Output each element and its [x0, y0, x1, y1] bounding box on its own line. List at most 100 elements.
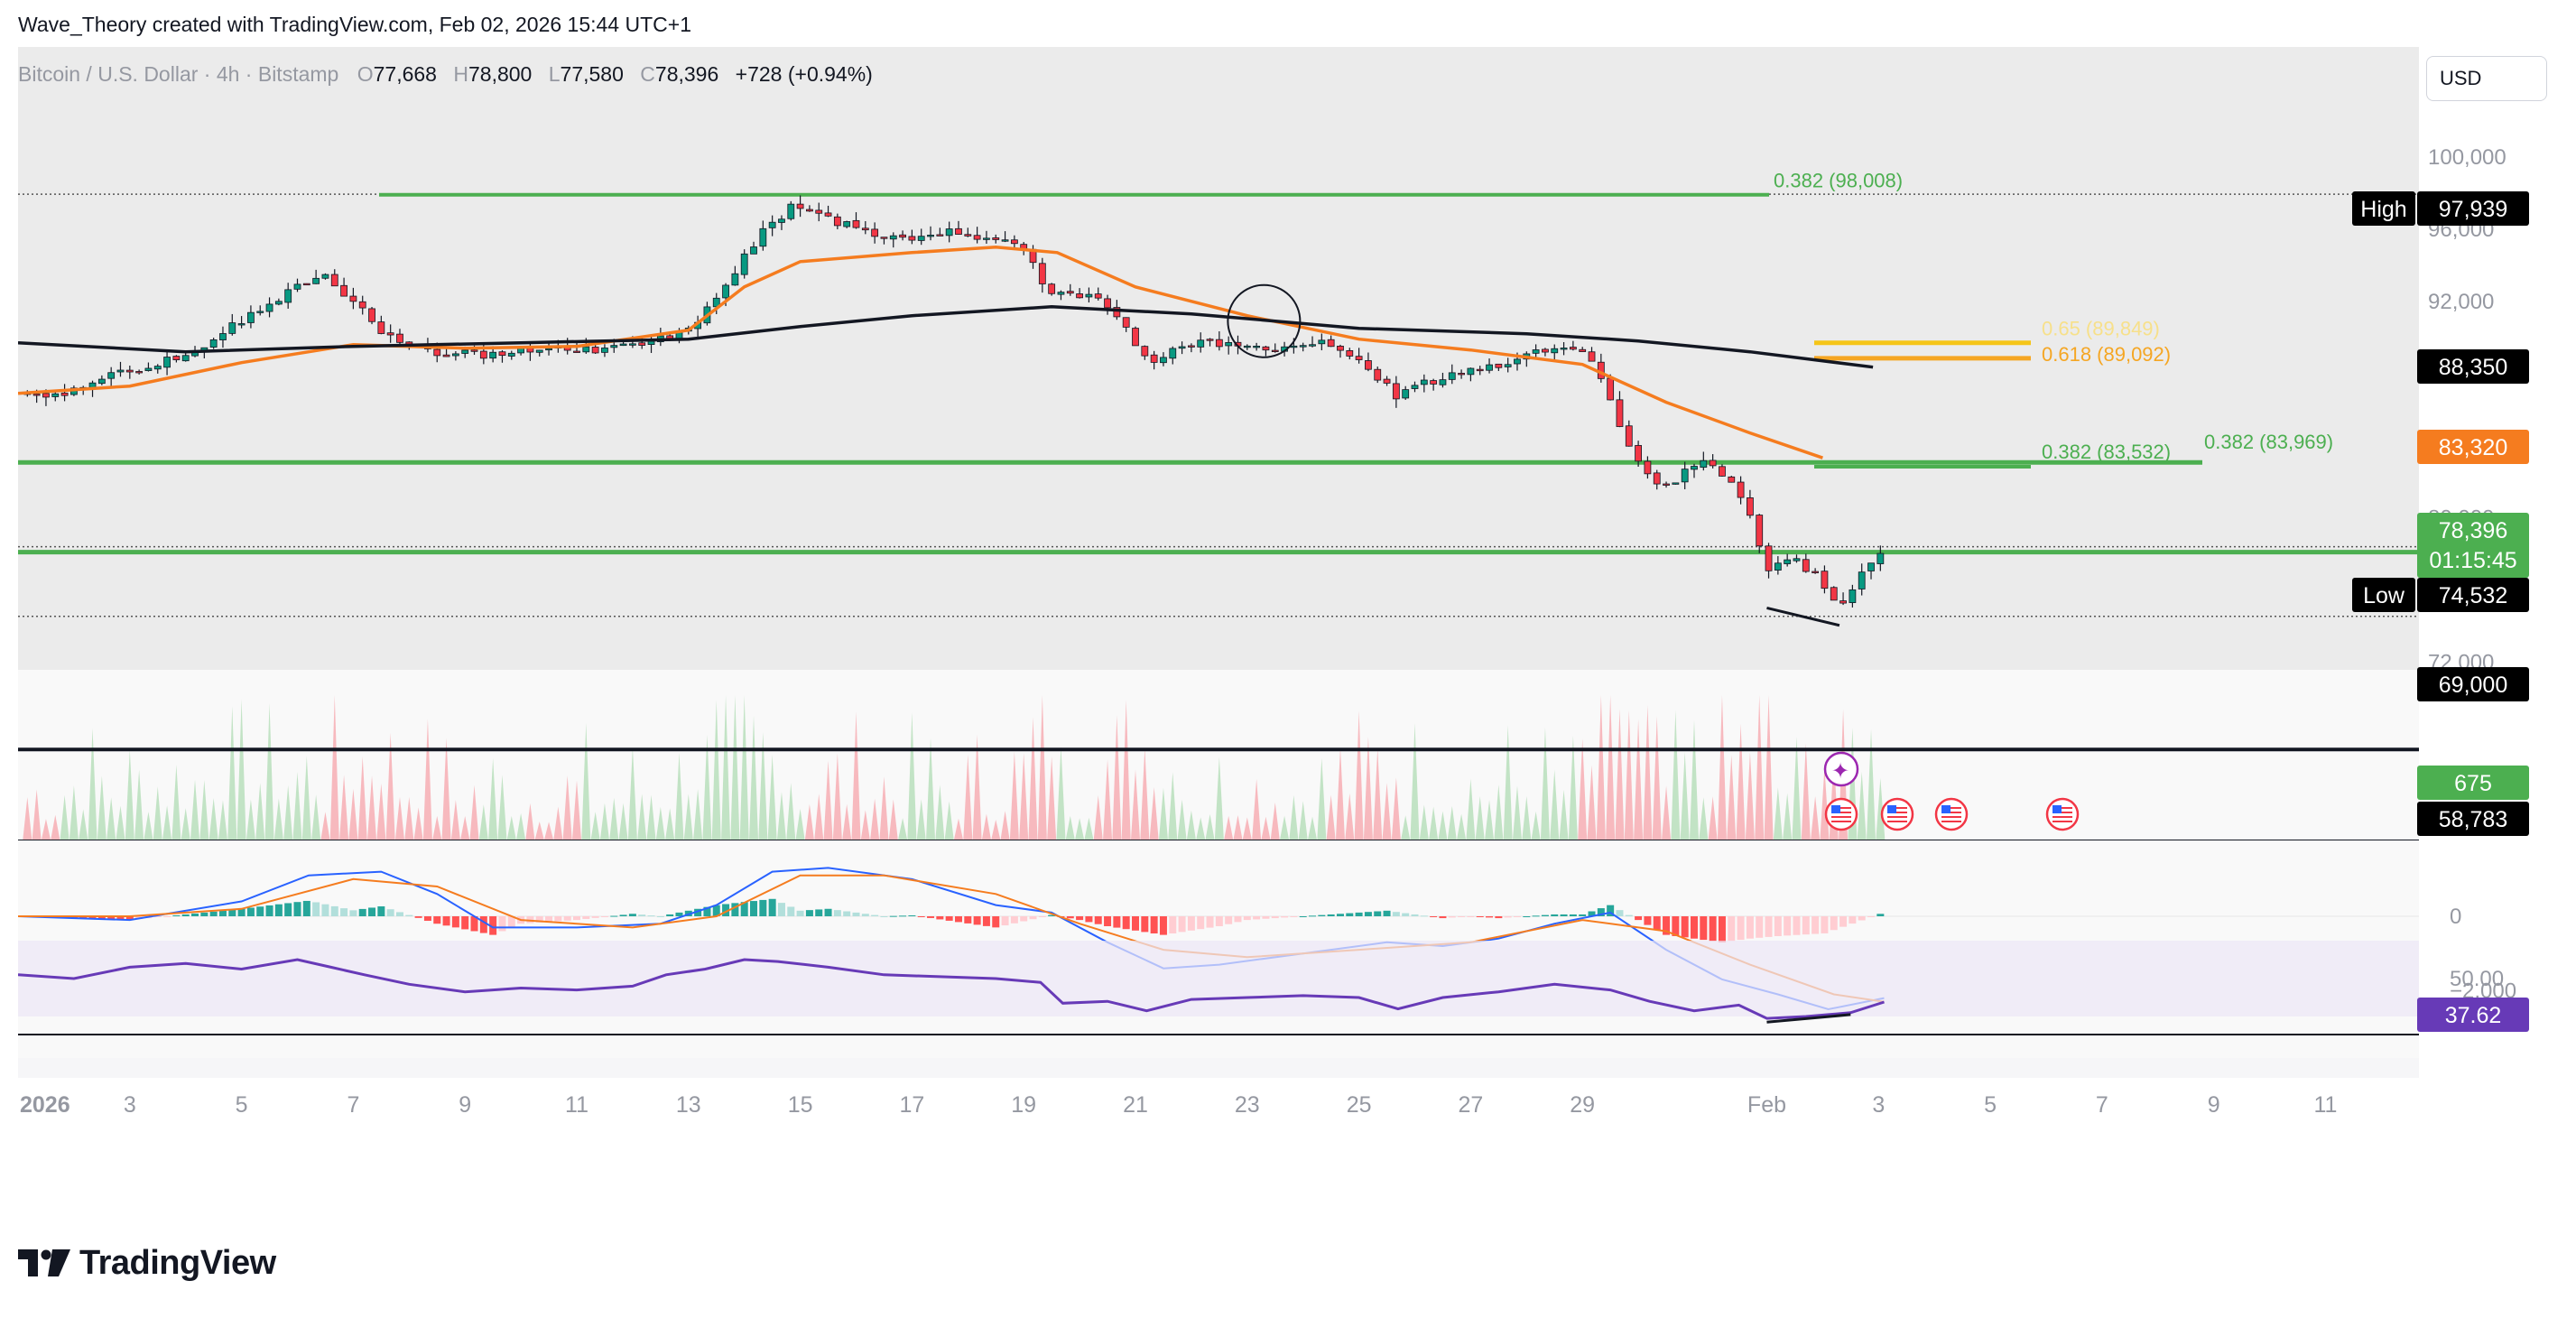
volume-bar — [41, 819, 51, 840]
time-axis-tick: 15 — [788, 1092, 813, 1118]
candle-down — [1048, 283, 1056, 294]
macd-histogram-bar — [843, 911, 851, 916]
macd-histogram-bar — [1821, 916, 1829, 933]
macd-histogram-bar — [964, 916, 972, 924]
marker-high-tag: High — [2360, 197, 2406, 222]
volume-bar — [590, 812, 600, 840]
candle-down — [1579, 348, 1587, 352]
macd-histogram-bar — [107, 916, 116, 920]
macd-histogram-bar — [610, 915, 618, 917]
macd-histogram-bar — [1355, 912, 1363, 916]
volume-bar — [1652, 716, 1662, 840]
candle-down — [358, 301, 366, 309]
macd-histogram-bar — [330, 905, 338, 916]
time-axis-tick: 29 — [1570, 1092, 1595, 1118]
volume-bar — [1186, 810, 1196, 840]
volume-bar — [898, 818, 908, 840]
macd-histogram-bar — [731, 903, 739, 916]
candle-up — [1504, 364, 1512, 367]
rsi-band-bottom — [18, 1058, 2419, 1078]
macd-histogram-bar — [535, 916, 543, 923]
macd-histogram-bar — [582, 916, 590, 919]
candle-up — [545, 348, 552, 351]
candle-down — [1076, 293, 1083, 299]
time-axis-tick: 7 — [2096, 1092, 2108, 1118]
currency-button[interactable]: USD — [2426, 56, 2547, 101]
volume-bar — [1326, 794, 1336, 840]
candle-up — [1793, 558, 1801, 562]
macd-signal-line — [18, 874, 1885, 1003]
candle-down — [1756, 515, 1764, 547]
candle-up — [1309, 344, 1316, 347]
time-axis-tick: 3 — [124, 1092, 136, 1118]
volume-bar — [51, 814, 60, 840]
macd-histogram-bar — [1569, 914, 1577, 916]
macd-histogram-bar — [1793, 916, 1801, 935]
candles — [23, 195, 1885, 608]
candle-up — [740, 253, 748, 275]
volume-bar — [665, 808, 675, 840]
candle-down — [1122, 317, 1130, 328]
candle-up — [219, 333, 227, 340]
volume-bar — [711, 700, 721, 840]
candle-down — [1374, 368, 1382, 381]
legend-l-label: L — [549, 62, 561, 86]
macd-histogram-bar — [1700, 916, 1708, 941]
candle-up — [1867, 562, 1875, 571]
macd-histogram-bar — [1215, 916, 1223, 926]
volume-bar — [1717, 695, 1727, 840]
volume-bar — [1121, 700, 1131, 840]
volume-bar — [916, 799, 926, 840]
marker-high-tag-bg — [2352, 191, 2415, 226]
volume-bar — [702, 735, 712, 840]
volume-bar — [1662, 785, 1672, 840]
volume-bar — [991, 819, 1001, 840]
candle-up — [1402, 389, 1410, 399]
macd-histogram-bar — [1262, 916, 1270, 919]
macd-histogram-bar — [1802, 916, 1810, 935]
volume-bar — [1680, 752, 1690, 840]
tradingview-logo[interactable]: TradingView — [18, 1242, 276, 1284]
volume-bar — [394, 796, 404, 840]
candle-down — [1709, 459, 1717, 467]
macd-histogram-bar — [656, 916, 664, 917]
macd-histogram-bar — [936, 916, 944, 920]
candle-down — [1392, 383, 1400, 400]
macd-histogram-bar — [191, 913, 199, 916]
macd-histogram-bar — [1756, 916, 1764, 938]
candle-up — [731, 273, 739, 286]
volume-bar — [544, 821, 554, 840]
candle-up — [1876, 552, 1885, 564]
candle-down — [1038, 263, 1046, 284]
candle-up — [153, 366, 162, 370]
volume-bar — [69, 785, 79, 840]
volume-bar — [339, 775, 349, 840]
macd-histogram-bar — [1299, 916, 1307, 917]
candle-up — [722, 284, 729, 299]
candle-up — [321, 274, 329, 279]
volume-bar — [1354, 710, 1364, 840]
rsi-pane — [17, 941, 2419, 1024]
volume-bar — [581, 722, 591, 840]
candle-down — [1653, 472, 1661, 485]
volume-bar — [562, 775, 572, 840]
candle-down — [1644, 460, 1652, 475]
chart-frame[interactable]: 0.382 (98,008) 0.382 (83,532) 0.382 (83,96… — [17, 47, 2558, 1259]
macd-histogram-bar — [1513, 916, 1521, 917]
volume-bar — [432, 815, 442, 840]
fib-label-83532: 0.382 (83,532) — [2042, 441, 2171, 463]
candle-up — [1057, 292, 1065, 295]
candle-up — [1514, 358, 1521, 365]
volume-bar — [972, 734, 982, 840]
volume-bar — [478, 804, 488, 840]
volume-bar — [134, 769, 144, 840]
time-axis-tick: 2026 — [20, 1092, 70, 1118]
candle-down — [573, 350, 580, 353]
candle-up — [97, 378, 106, 385]
macd-line — [17, 867, 1885, 1011]
us-flag-canton — [1887, 805, 1896, 813]
volume-bar — [1745, 752, 1755, 840]
candle-down — [824, 212, 832, 217]
macd-histogram-bar — [908, 914, 916, 916]
chart-svg[interactable]: 0.382 (98,008) 0.382 (83,532) 0.382 (83,96… — [17, 47, 2558, 1259]
